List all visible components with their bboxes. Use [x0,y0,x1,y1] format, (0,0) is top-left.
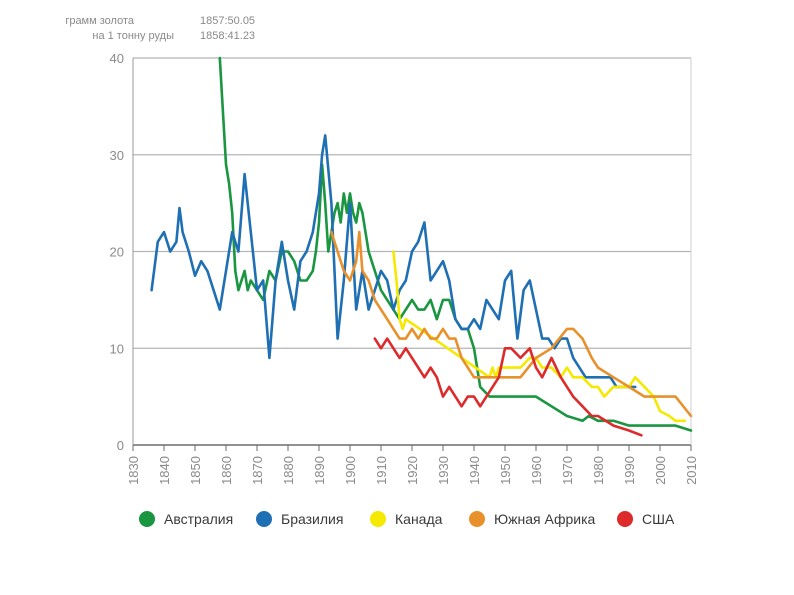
series-line-3 [330,230,693,418]
y-tick-label: 20 [110,245,124,260]
legend-marker [139,511,155,527]
x-tick-label: 1880 [281,456,296,485]
legend-marker [370,511,386,527]
x-tick-label: 1940 [467,456,482,485]
legend-label: Австралия [164,511,233,527]
x-tick-label: 1950 [498,456,513,485]
x-tick-label: 1830 [126,456,141,485]
legend-item-3: Южная Африка [469,511,596,527]
legend-label: Бразилия [281,511,343,527]
x-axis: 1830 1840 1850 1860 1870 1880 1890 1900 1910 1920… [126,445,699,485]
x-tick-label: 1900 [343,456,358,485]
x-tick-label: 1920 [405,456,420,485]
annotation-value-1: 1857:50.05 [200,15,255,27]
x-tick-label: 1960 [529,456,544,485]
annotation: грамм золота на 1 тонну руды 1857:50.05 … [65,15,255,42]
x-tick-label: 1890 [312,456,327,485]
legend-marker [256,511,272,527]
legend-item-1: Бразилия [256,511,343,527]
legend-marker [469,511,485,527]
legend-label: Южная Африка [494,511,596,527]
legend-item-2: Канада [370,511,443,527]
x-tick-label: 1840 [157,456,172,485]
y-tick-label: 10 [110,341,124,356]
legend-label: Канада [395,511,443,527]
legend-marker [617,511,633,527]
x-tick-label: 1870 [250,456,265,485]
x-tick-label: 1990 [622,456,637,485]
annotation-value-2: 1858:41.23 [200,30,255,42]
series-lines [150,56,693,437]
x-tick-label: 1930 [436,456,451,485]
x-tick-label: 2000 [653,456,668,485]
y-tick-label: 30 [110,148,124,163]
x-tick-label: 2010 [684,456,699,485]
y-axis: 0 10 20 30 40 [110,51,134,453]
series-line-4 [373,337,643,437]
x-tick-label: 1980 [591,456,606,485]
x-tick-label: 1850 [188,456,203,485]
legend: Австралия Бразилия Канада Южная Африка США [139,511,675,527]
series-line-0 [218,56,693,432]
x-tick-label: 1970 [560,456,575,485]
x-tick-label: 1860 [219,456,234,485]
x-tick-label: 1910 [374,456,389,485]
annotation-label-2: на 1 тонну руды [92,30,174,42]
y-tick-label: 0 [117,438,124,453]
legend-label: США [642,511,675,527]
y-tick-label: 40 [110,51,124,66]
legend-item-0: Австралия [139,511,233,527]
legend-item-4: США [617,511,675,527]
annotation-label-1: грамм золота [65,15,135,27]
series-line-2 [392,250,687,423]
